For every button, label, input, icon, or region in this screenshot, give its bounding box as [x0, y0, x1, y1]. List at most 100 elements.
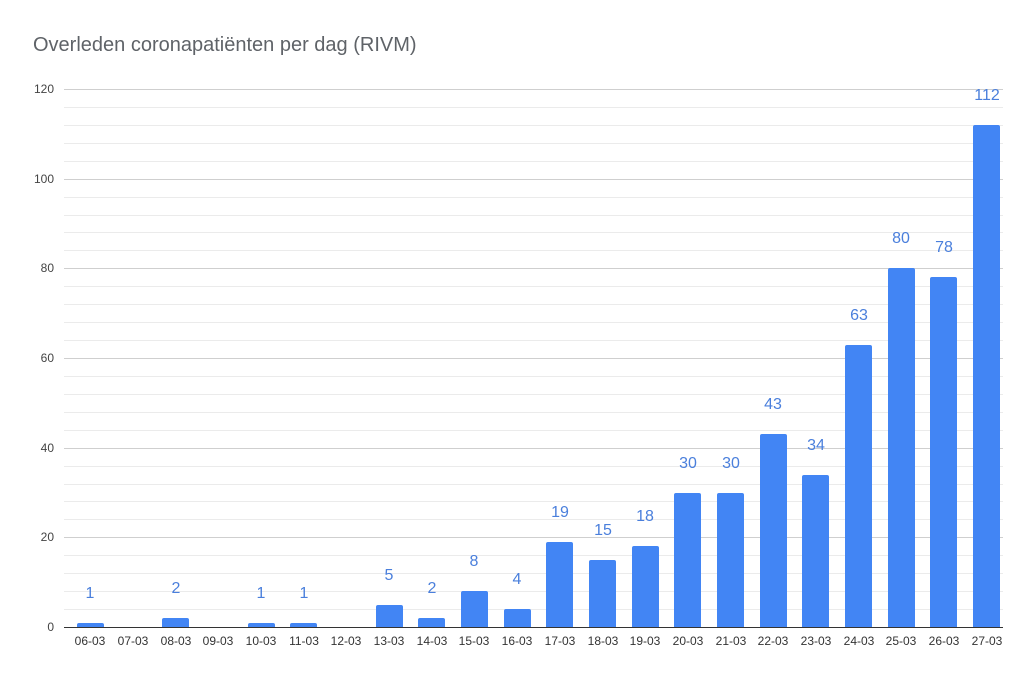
bar-20-03[interactable] [674, 493, 701, 628]
x-axis-tick-label: 13-03 [373, 634, 405, 648]
data-label: 30 [722, 455, 740, 472]
data-label: 19 [551, 504, 569, 521]
bar-18-03[interactable] [589, 560, 616, 627]
x-axis-tick-label: 24-03 [843, 634, 875, 648]
data-label: 112 [974, 87, 1000, 104]
data-label: 1 [85, 585, 95, 602]
y-axis-tick-label: 0 [47, 620, 54, 634]
bar-23-03[interactable] [802, 475, 829, 627]
major-gridline [64, 448, 1003, 449]
data-label: 2 [171, 580, 181, 597]
x-axis-tick-label: 25-03 [885, 634, 917, 648]
data-label: 18 [636, 508, 654, 525]
bar-15-03[interactable] [461, 591, 488, 627]
data-label: 78 [935, 239, 953, 256]
minor-gridline [64, 519, 1003, 520]
x-axis-tick-label: 06-03 [74, 634, 106, 648]
minor-gridline [64, 286, 1003, 287]
minor-gridline [64, 215, 1003, 216]
x-axis-tick-label: 10-03 [245, 634, 277, 648]
minor-gridline [64, 555, 1003, 556]
x-axis-tick-label: 16-03 [501, 634, 533, 648]
minor-gridline [64, 591, 1003, 592]
data-label: 34 [807, 437, 825, 454]
minor-gridline [64, 232, 1003, 233]
data-label: 15 [594, 522, 612, 539]
data-label: 80 [892, 230, 910, 247]
x-axis-tick-label: 11-03 [289, 634, 319, 648]
data-label: 4 [512, 571, 522, 588]
x-axis-tick-label: 17-03 [544, 634, 576, 648]
x-axis-tick-label: 20-03 [672, 634, 704, 648]
minor-gridline [64, 484, 1003, 485]
x-axis-line [64, 627, 1003, 628]
bar-16-03[interactable] [504, 609, 531, 627]
x-axis-tick-label: 09-03 [202, 634, 234, 648]
major-gridline [64, 537, 1003, 538]
bar-25-03[interactable] [888, 268, 915, 627]
data-label: 5 [384, 567, 394, 584]
minor-gridline [64, 394, 1003, 395]
major-gridline [64, 268, 1003, 269]
bar-13-03[interactable] [376, 605, 403, 627]
bar-26-03[interactable] [930, 277, 957, 627]
y-axis-tick-label: 40 [40, 441, 54, 455]
minor-gridline [64, 197, 1003, 198]
x-axis-tick-label: 26-03 [928, 634, 960, 648]
x-axis-tick-label: 08-03 [160, 634, 192, 648]
bar-21-03[interactable] [717, 493, 744, 628]
bar-24-03[interactable] [845, 345, 872, 627]
major-gridline [64, 179, 1003, 180]
x-axis-tick-label: 22-03 [757, 634, 789, 648]
x-axis-tick-label: 07-03 [117, 634, 149, 648]
minor-gridline [64, 501, 1003, 502]
minor-gridline [64, 107, 1003, 108]
x-axis-tick-label: 12-03 [330, 634, 362, 648]
minor-gridline [64, 340, 1003, 341]
bar-08-03[interactable] [162, 618, 189, 627]
x-axis-tick-label: 18-03 [587, 634, 619, 648]
chart-title: Overleden coronapatiënten per dag (RIVM) [33, 34, 417, 56]
x-axis-tick-label: 14-03 [416, 634, 448, 648]
data-label: 8 [469, 553, 479, 570]
minor-gridline [64, 143, 1003, 144]
minor-gridline [64, 609, 1003, 610]
minor-gridline [64, 466, 1003, 467]
minor-gridline [64, 376, 1003, 377]
minor-gridline [64, 322, 1003, 323]
bar-22-03[interactable] [760, 434, 787, 627]
minor-gridline [64, 250, 1003, 251]
y-axis-tick-label: 20 [40, 530, 54, 544]
y-axis-tick-label: 100 [33, 172, 54, 186]
minor-gridline [64, 161, 1003, 162]
minor-gridline [64, 430, 1003, 431]
data-label: 1 [256, 585, 266, 602]
minor-gridline [64, 304, 1003, 305]
x-axis-tick-label: 19-03 [629, 634, 661, 648]
data-label: 43 [764, 396, 782, 413]
data-label: 2 [427, 580, 437, 597]
bar-17-03[interactable] [546, 542, 573, 627]
x-axis-tick-label: 27-03 [971, 634, 1003, 648]
major-gridline [64, 358, 1003, 359]
bar-06-03[interactable] [77, 623, 104, 627]
bar-27-03[interactable] [973, 125, 1000, 627]
minor-gridline [64, 573, 1003, 574]
bar-19-03[interactable] [632, 546, 659, 627]
x-axis-tick-label: 15-03 [458, 634, 490, 648]
x-axis-tick-label: 23-03 [800, 634, 832, 648]
y-axis-tick-label: 60 [40, 351, 54, 365]
y-axis-tick-label: 80 [40, 261, 54, 275]
data-label: 1 [299, 585, 309, 602]
bar-11-03[interactable] [290, 623, 317, 627]
data-label: 30 [679, 455, 697, 472]
bar-10-03[interactable] [248, 623, 275, 627]
minor-gridline [64, 412, 1003, 413]
minor-gridline [64, 125, 1003, 126]
y-axis-tick-label: 120 [33, 82, 54, 96]
data-label: 63 [850, 307, 868, 324]
bar-14-03[interactable] [418, 618, 445, 627]
x-axis-tick-label: 21-03 [715, 634, 747, 648]
major-gridline [64, 89, 1003, 90]
